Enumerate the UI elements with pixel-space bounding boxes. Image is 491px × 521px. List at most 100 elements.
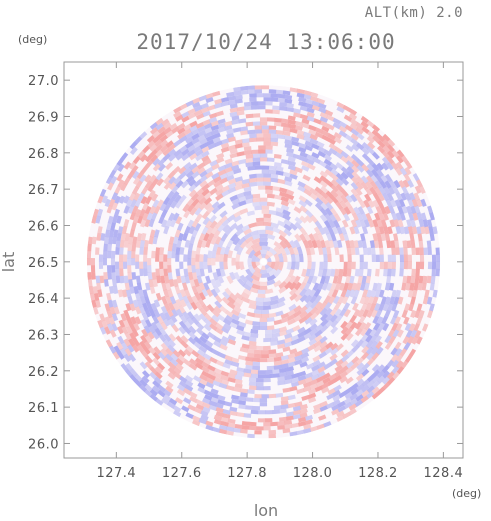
radar-cell (307, 254, 312, 262)
radar-cell (312, 157, 321, 164)
radar-cell (108, 286, 115, 294)
radar-cell (227, 214, 236, 222)
radar-cell (328, 373, 337, 381)
radar-cell (195, 285, 203, 295)
radar-cell (87, 236, 93, 245)
radar-cell (130, 222, 137, 231)
radar-cell (144, 309, 152, 318)
radar-cell (311, 364, 320, 372)
radar-cell (372, 282, 378, 291)
radar-cell (249, 425, 257, 431)
radar-cell (345, 160, 355, 169)
radar-cell (202, 110, 211, 117)
radar-cell (371, 129, 380, 138)
radar-cell (180, 180, 189, 189)
radar-cell (310, 96, 319, 102)
radar-cell (284, 94, 293, 100)
radar-cell (366, 352, 375, 361)
radar-cell (175, 254, 180, 262)
radar-cell (231, 198, 240, 206)
radar-cell (198, 282, 206, 291)
radar-cell (177, 127, 186, 135)
radar-cell (361, 163, 370, 172)
radar-cell (275, 166, 284, 172)
radar-cell (403, 226, 410, 235)
radar-cell (344, 387, 353, 395)
radar-cell (319, 116, 329, 123)
radar-cell (175, 247, 181, 255)
radar-cell (382, 322, 390, 332)
radar-cell (310, 373, 320, 381)
radar-cell (144, 383, 153, 392)
radar-cell (289, 240, 297, 249)
radar-cell (146, 135, 155, 143)
radar-cell (163, 289, 170, 298)
radar-cell (263, 213, 272, 219)
radar-cell (324, 240, 331, 249)
radar-cell (329, 213, 337, 222)
radar-cell (261, 245, 271, 251)
radar-cell (287, 119, 296, 125)
radar-cell (304, 294, 313, 304)
radar-cell (259, 241, 269, 247)
radar-cell (285, 415, 294, 421)
radar-cell (418, 240, 424, 249)
radar-cell (303, 94, 312, 100)
radar-cell (329, 307, 338, 317)
radar-cell (167, 143, 176, 152)
radar-cell (215, 268, 222, 277)
radar-cell (248, 381, 257, 386)
radar-cell (284, 332, 293, 340)
radar-cell (248, 181, 257, 187)
radar-cell (366, 385, 375, 394)
radar-cell (257, 293, 266, 298)
radar-cell (156, 178, 164, 187)
radar-cell (211, 257, 216, 266)
radar-cell (265, 288, 274, 294)
radar-cell (245, 360, 253, 366)
radar-cell (414, 205, 421, 214)
radar-cell (341, 296, 349, 305)
y-tick-label: 26.2 (28, 365, 59, 380)
radar-cell (148, 189, 156, 199)
radar-cell (308, 129, 317, 136)
radar-cell (140, 319, 148, 328)
radar-cell (361, 389, 370, 398)
radar-cell (273, 280, 282, 288)
radar-cell (212, 272, 219, 281)
radar-cell (319, 340, 328, 349)
radar-cell (319, 301, 328, 310)
radar-cell (377, 364, 385, 373)
radar-cell (355, 181, 364, 191)
radar-cell (239, 240, 248, 249)
radar-cell (147, 140, 156, 149)
radar-cell (332, 389, 341, 397)
radar-cell (400, 192, 407, 201)
radar-cell (361, 362, 370, 371)
radar-cell (132, 155, 141, 165)
radar-cell (323, 261, 328, 270)
radar-cell (241, 142, 250, 148)
radar-cell (303, 90, 312, 96)
radar-cell (196, 322, 205, 331)
radar-cell (261, 354, 269, 359)
radar-cell (343, 397, 352, 405)
radar-cell (340, 171, 349, 180)
radar-cell (333, 301, 342, 311)
radar-cell (394, 240, 400, 249)
radar-cell (274, 121, 282, 127)
radar-cell (267, 157, 275, 162)
radar-cell (229, 222, 238, 231)
radar-cell (356, 212, 364, 222)
radar-cell (270, 177, 279, 183)
radar-cell (233, 272, 241, 281)
radar-cell (243, 288, 252, 296)
radar-cell (435, 268, 440, 277)
radar-cell (229, 103, 238, 109)
radar-cell (316, 380, 325, 388)
radar-cell (304, 140, 313, 147)
radar-cell (161, 397, 170, 405)
radar-cell (141, 165, 149, 174)
radar-cell (309, 378, 318, 386)
radar-cell (374, 303, 381, 312)
